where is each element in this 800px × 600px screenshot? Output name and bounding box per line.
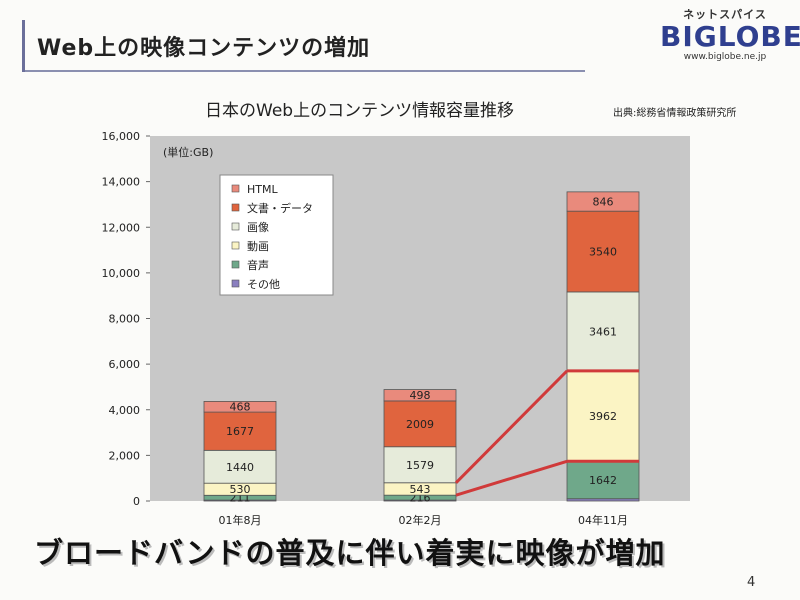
x-tick-label: 04年11月	[578, 513, 628, 527]
data-label: 543	[410, 483, 431, 496]
data-label: 1440	[226, 461, 254, 474]
legend-swatch	[231, 203, 240, 212]
legend-box	[219, 174, 334, 296]
data-label: 468	[230, 401, 251, 414]
logo-tagline: ネットスパイス	[683, 8, 767, 21]
legend-swatch	[231, 279, 240, 288]
y-tick-label: 14,000	[102, 176, 141, 189]
bar-segment	[383, 389, 457, 402]
legend-label: 文書・データ	[247, 201, 313, 215]
data-label: 2009	[406, 418, 434, 431]
y-tick-label: 4,000	[109, 404, 141, 417]
bar-segment	[566, 210, 640, 293]
bar-segment	[383, 400, 457, 448]
logo-url: www.biglobe.ne.jp	[683, 52, 767, 62]
source-note: 出典:総務省情報政策研究所	[613, 108, 737, 119]
y-tick-label: 12,000	[102, 221, 141, 234]
x-tick-label: 01年8月	[219, 513, 262, 527]
headline: ブロードバンドの普及に伴い着実に映像が増加	[34, 536, 666, 570]
y-tick-label: 16,000	[102, 130, 141, 143]
y-tick-label: 8,000	[109, 313, 141, 326]
bar-segment	[383, 446, 457, 484]
data-label: 3540	[589, 246, 617, 259]
data-label: 530	[230, 483, 251, 496]
legend-label: HTML	[247, 183, 278, 196]
legend-label: 動画	[247, 239, 269, 253]
slide-title: Web上の映像コンテンツの増加	[37, 36, 371, 61]
data-label: 3461	[589, 325, 617, 338]
bar-segment	[566, 370, 640, 462]
chart-title: 日本のWeb上のコンテンツ情報容量推移	[205, 101, 515, 121]
logo-brand: BIGLOBE	[660, 20, 800, 53]
legend-swatch	[231, 260, 240, 269]
legend-label: 音声	[247, 258, 269, 272]
bar-segment	[566, 191, 640, 212]
connector-line	[455, 459, 568, 497]
data-label: 1642	[589, 474, 617, 487]
legend-label: 画像	[247, 221, 269, 234]
biglobe-logo: ネットスパイス BIGLOBE www.biglobe.ne.jp	[660, 6, 800, 66]
legend-swatch	[231, 241, 240, 250]
legend-swatch	[231, 184, 240, 193]
y-tick-label: 6,000	[109, 358, 141, 371]
connector-line	[454, 369, 569, 484]
bar-segment	[566, 291, 640, 372]
y-tick-label: 0	[133, 495, 140, 508]
legend-swatch	[231, 222, 240, 231]
data-label: 846	[593, 196, 614, 209]
data-label: 498	[410, 389, 431, 402]
unit-label: (単位:GB)	[163, 145, 213, 159]
title-bar: Web上の映像コンテンツの増加	[22, 20, 585, 72]
legend-label: その他	[247, 278, 280, 291]
data-label: 1579	[406, 459, 434, 472]
data-label: 3962	[589, 410, 617, 423]
bar-segment	[203, 449, 277, 484]
y-tick-label: 2,000	[109, 449, 141, 462]
page-number: 4	[747, 575, 756, 590]
data-label: 1677	[226, 425, 254, 438]
bar-segment	[203, 401, 277, 413]
x-tick-label: 02年2月	[399, 513, 442, 527]
y-tick-label: 10,000	[102, 267, 141, 280]
